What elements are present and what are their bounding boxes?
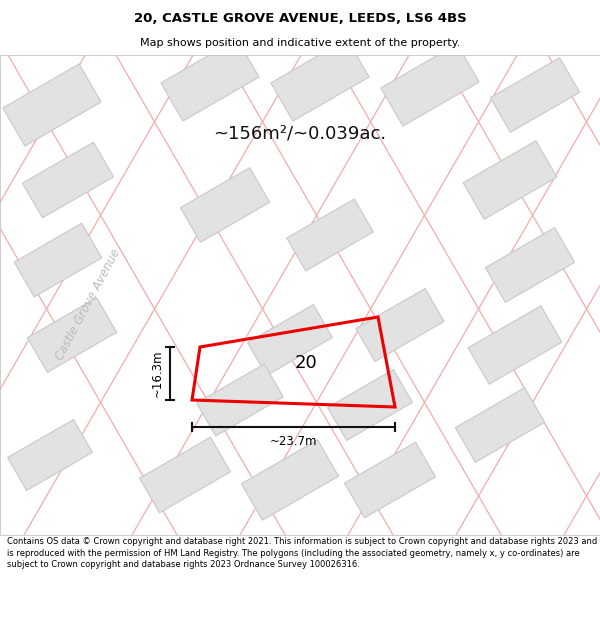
Polygon shape — [197, 364, 283, 436]
Text: Map shows position and indicative extent of the property.: Map shows position and indicative extent… — [140, 39, 460, 49]
Polygon shape — [328, 369, 412, 441]
Polygon shape — [485, 228, 575, 302]
Polygon shape — [463, 141, 557, 219]
Text: Castle Grove Avenue: Castle Grove Avenue — [53, 247, 123, 363]
Polygon shape — [161, 39, 259, 121]
Text: ~156m²/~0.039ac.: ~156m²/~0.039ac. — [214, 125, 386, 143]
Text: ~23.7m: ~23.7m — [270, 435, 317, 448]
Polygon shape — [181, 168, 269, 242]
Text: 20: 20 — [295, 354, 317, 372]
Polygon shape — [381, 44, 479, 126]
Text: 20, CASTLE GROVE AVENUE, LEEDS, LS6 4BS: 20, CASTLE GROVE AVENUE, LEEDS, LS6 4BS — [134, 12, 466, 25]
Text: ~16.3m: ~16.3m — [151, 350, 164, 398]
Polygon shape — [3, 64, 101, 146]
Polygon shape — [271, 39, 369, 121]
Polygon shape — [139, 437, 230, 513]
Polygon shape — [356, 289, 444, 361]
Polygon shape — [241, 440, 338, 520]
Polygon shape — [28, 298, 116, 372]
Polygon shape — [8, 419, 92, 491]
Polygon shape — [14, 223, 102, 297]
Polygon shape — [344, 442, 436, 518]
Polygon shape — [248, 304, 332, 376]
Polygon shape — [468, 306, 562, 384]
Polygon shape — [490, 58, 580, 132]
Polygon shape — [22, 142, 113, 218]
Polygon shape — [287, 199, 373, 271]
Text: Contains OS data © Crown copyright and database right 2021. This information is : Contains OS data © Crown copyright and d… — [7, 537, 598, 569]
Polygon shape — [455, 388, 545, 462]
